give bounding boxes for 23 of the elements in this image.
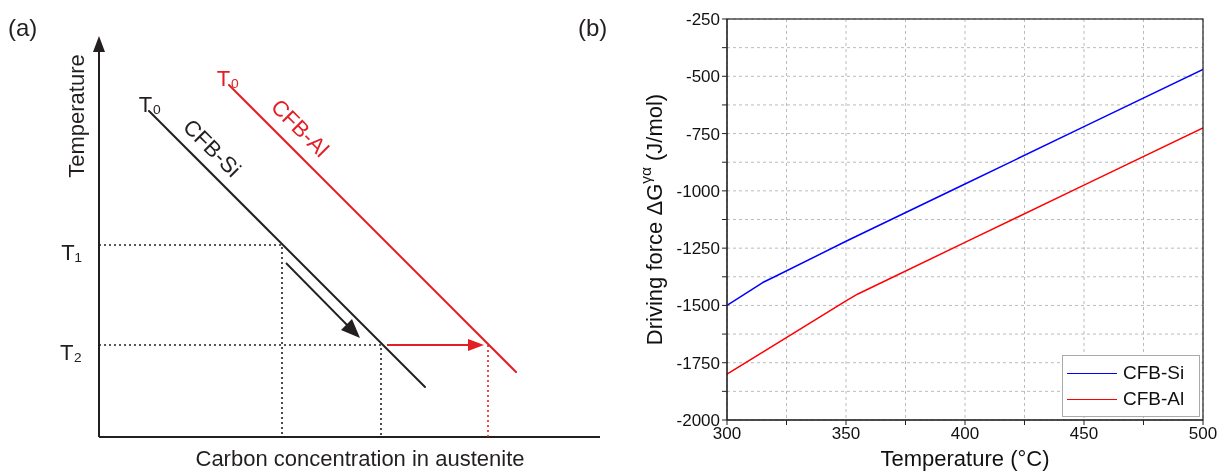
- y-tick-label: -1750: [676, 353, 720, 373]
- line-series: [727, 68, 1203, 307]
- text: T₀: [138, 91, 162, 117]
- text: Temperature: [63, 54, 89, 178]
- x-tick-label: 450: [1069, 424, 1099, 444]
- x-tick-label: 400: [950, 424, 980, 444]
- y-tick-label: -750: [685, 124, 720, 144]
- x-axis-title: Temperature (°C): [880, 446, 1050, 471]
- chart-title: (b): [578, 14, 608, 41]
- legend-label: CFB-Al: [1123, 388, 1185, 410]
- text: Carbon concentration in austenite: [195, 446, 525, 471]
- y-tick-label: -500: [685, 67, 720, 87]
- legend-label: CFB-Si: [1123, 362, 1185, 384]
- text: T₂: [60, 339, 82, 365]
- y-tick-label: -1250: [676, 239, 720, 259]
- y-tick-label: -1500: [676, 296, 720, 316]
- text: (a): [8, 14, 38, 41]
- y-tick-label: -250: [685, 10, 720, 30]
- text: T₁: [61, 239, 82, 265]
- x-tick-label: 350: [831, 424, 861, 444]
- x-tick-label: 500: [1188, 424, 1218, 444]
- text: T₀: [216, 65, 240, 91]
- y-tick-label: -1000: [676, 181, 720, 201]
